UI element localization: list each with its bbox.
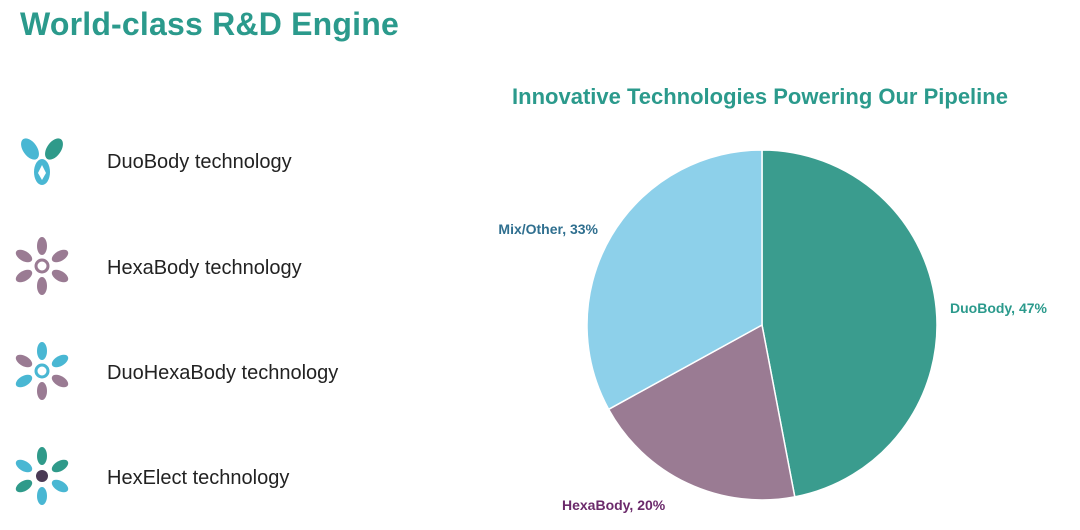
data-label-mix-other: Mix/Other, 33% <box>498 221 598 237</box>
data-label-duobody: DuoBody, 47% <box>950 300 1048 316</box>
duohexabody-icon <box>15 342 69 400</box>
tech-label-hexabody: HexaBody technology <box>107 257 302 279</box>
pie-slice-duobody <box>761 149 938 498</box>
hexelect-icon <box>15 447 69 505</box>
tech-label-hexelect: HexElect technology <box>107 467 290 489</box>
tech-label-duohexabody: DuoHexaBody technology <box>107 362 339 384</box>
tech-label-duobody: DuoBody technology <box>107 151 292 173</box>
tech-item-duobody: DuoBody technology <box>10 128 430 198</box>
hexabody-icon <box>15 237 69 295</box>
duobody-icon <box>21 138 63 185</box>
tech-item-duohexabody: DuoHexaBody technology <box>10 339 430 409</box>
chart-title: Innovative Technologies Powering Our Pip… <box>512 84 1008 109</box>
tech-item-hexabody: HexaBody technology <box>10 234 430 304</box>
pie-slice-hexabody <box>607 323 796 501</box>
tech-item-hexelect: HexElect technology <box>10 444 430 514</box>
page-title: World-class R&D Engine <box>20 6 399 42</box>
pie-slice-mix-other <box>586 149 763 411</box>
data-label-hexabody: HexaBody, 20% <box>562 497 666 513</box>
